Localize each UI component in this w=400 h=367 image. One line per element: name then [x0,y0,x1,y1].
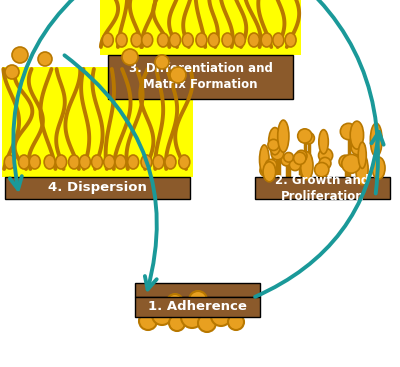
Ellipse shape [273,33,284,47]
Ellipse shape [131,33,142,47]
Ellipse shape [370,123,382,157]
Ellipse shape [92,155,102,169]
Circle shape [167,294,183,310]
Circle shape [268,139,279,150]
Circle shape [181,306,203,328]
Ellipse shape [68,155,80,169]
Circle shape [314,163,329,177]
Circle shape [271,147,284,160]
Ellipse shape [4,155,15,169]
Circle shape [152,305,172,325]
Ellipse shape [301,152,313,180]
Ellipse shape [208,33,219,47]
Circle shape [155,55,169,69]
Ellipse shape [261,33,272,47]
Circle shape [303,132,314,144]
Ellipse shape [356,153,368,185]
Ellipse shape [248,33,260,47]
Ellipse shape [179,155,190,169]
Circle shape [139,312,157,330]
Ellipse shape [102,33,113,47]
Ellipse shape [165,155,176,169]
Ellipse shape [263,162,276,182]
Circle shape [319,157,331,169]
Bar [100,0,301,55]
Ellipse shape [44,155,55,169]
Ellipse shape [285,33,296,47]
Circle shape [340,123,357,140]
Circle shape [260,165,272,177]
Ellipse shape [80,155,90,169]
Ellipse shape [56,155,67,169]
Circle shape [198,314,216,332]
Text: 2. Growth and
Proliferation: 2. Growth and Proliferation [275,174,370,203]
Ellipse shape [196,33,207,47]
Ellipse shape [29,155,40,169]
Circle shape [211,306,231,326]
Ellipse shape [319,130,328,154]
FancyArrowPatch shape [255,132,384,297]
Circle shape [5,65,19,79]
Ellipse shape [170,33,180,47]
Ellipse shape [222,33,233,47]
Text: 3. Differentiation and
Matrix Formation: 3. Differentiation and Matrix Formation [128,62,272,91]
Ellipse shape [358,142,366,168]
Bar [255,177,390,199]
Bar [135,283,260,297]
FancyArrowPatch shape [64,55,157,290]
Bar [2,67,193,177]
Ellipse shape [18,155,30,169]
FancyArrowPatch shape [10,0,118,189]
Circle shape [272,129,286,143]
Ellipse shape [278,120,289,152]
Circle shape [281,155,292,166]
Ellipse shape [128,155,139,169]
Bar [108,55,293,99]
Ellipse shape [153,155,164,169]
Ellipse shape [182,33,193,47]
Ellipse shape [269,128,281,155]
Text: 1. Adherence: 1. Adherence [148,301,247,313]
Ellipse shape [142,33,153,47]
Circle shape [342,155,361,173]
Ellipse shape [372,157,385,179]
Circle shape [290,159,301,171]
Circle shape [339,155,352,168]
Circle shape [211,298,225,312]
Ellipse shape [234,33,245,47]
Circle shape [189,291,207,309]
Ellipse shape [104,155,115,169]
Circle shape [296,150,307,161]
Ellipse shape [158,33,168,47]
Bar [5,177,190,199]
Circle shape [266,159,277,171]
Circle shape [148,298,162,312]
Circle shape [38,52,52,66]
Circle shape [351,141,365,155]
Ellipse shape [350,121,364,149]
Ellipse shape [141,155,152,169]
Bar [135,297,260,317]
Ellipse shape [260,145,269,174]
Circle shape [169,315,185,331]
Circle shape [298,129,312,143]
Circle shape [294,152,306,164]
Text: 4. Dispersion: 4. Dispersion [48,182,147,195]
Circle shape [170,67,186,83]
Circle shape [12,47,28,63]
Circle shape [284,153,294,162]
Ellipse shape [115,155,126,169]
Circle shape [122,49,138,65]
Circle shape [318,148,333,163]
Ellipse shape [116,33,127,47]
FancyArrowPatch shape [281,0,378,193]
Circle shape [228,314,244,330]
